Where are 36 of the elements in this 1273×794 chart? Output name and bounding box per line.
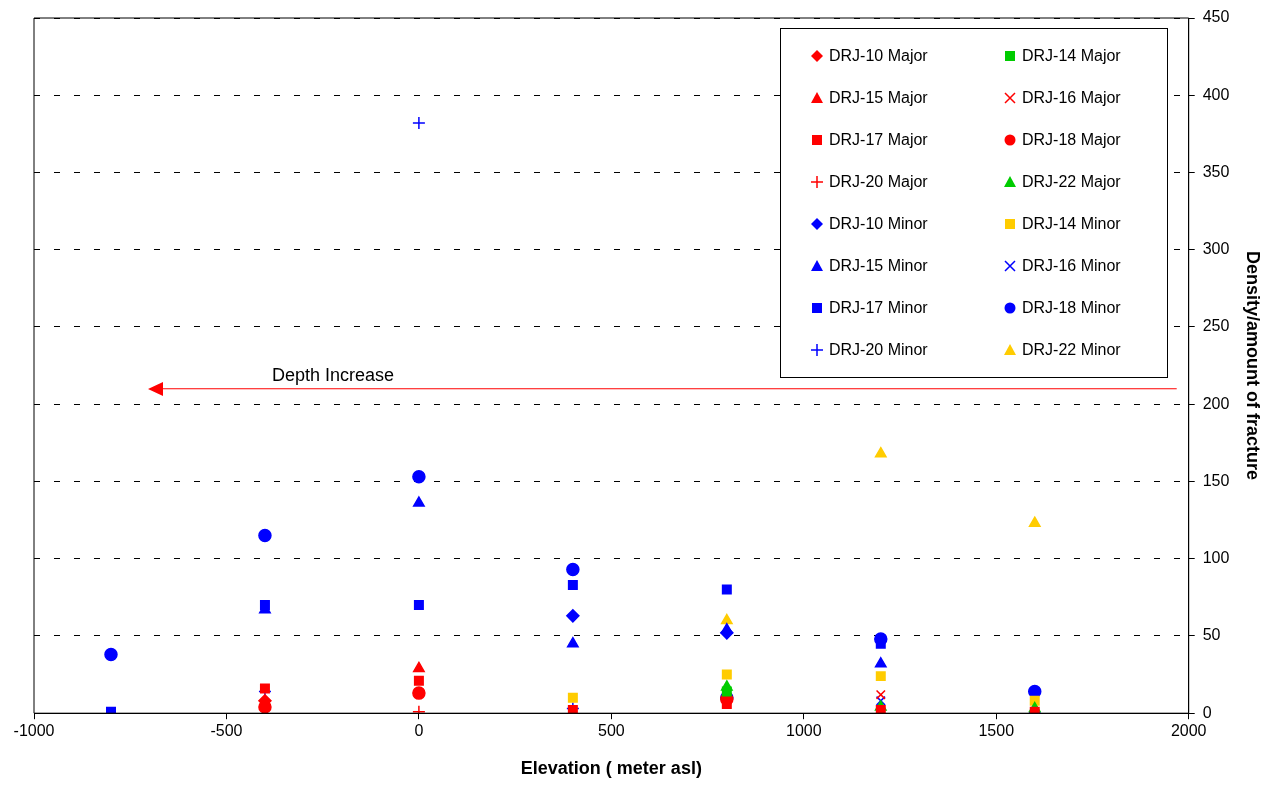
ref-line-label: Depth Increase	[272, 364, 395, 385]
legend-label: DRJ-16 Minor	[1022, 257, 1121, 275]
y-tick-label: 350	[1202, 162, 1230, 180]
x-tick-label: -500	[210, 722, 243, 740]
legend-label: DRJ-20 Major	[829, 173, 928, 191]
legend-label: DRJ-20 Minor	[829, 341, 928, 359]
legend-label: DRJ-22 Major	[1022, 173, 1121, 191]
x-tick-label: 1000	[786, 722, 822, 740]
y-tick-label: 450	[1202, 8, 1230, 26]
legend-label: DRJ-22 Minor	[1022, 341, 1121, 359]
x-tick-label: -1000	[13, 722, 55, 740]
y-tick-label: 150	[1202, 471, 1230, 489]
legend-label: DRJ-15 Minor	[829, 257, 928, 275]
legend-label: DRJ-14 Major	[1022, 47, 1121, 65]
legend-label: DRJ-18 Major	[1022, 131, 1121, 149]
y-tick-label: 100	[1202, 549, 1230, 567]
x-tick-label: 0	[414, 722, 424, 740]
y-tick-label: 0	[1202, 703, 1212, 721]
y-axis-title: Density/amount of fracture	[1243, 251, 1264, 481]
y-tick-label: 200	[1202, 394, 1230, 412]
legend-label: DRJ-18 Minor	[1022, 299, 1121, 317]
legend-label: DRJ-14 Minor	[1022, 215, 1121, 233]
y-tick-label: 300	[1202, 240, 1230, 258]
legend-label: DRJ-17 Minor	[829, 299, 928, 317]
legend-label: DRJ-15 Major	[829, 89, 928, 107]
y-tick-label: 250	[1202, 317, 1230, 335]
y-tick-label: 400	[1202, 85, 1230, 103]
legend-label: DRJ-17 Major	[829, 131, 928, 149]
legend-label: DRJ-10 Major	[829, 47, 928, 65]
x-axis-title: Elevation ( meter asl)	[520, 758, 702, 779]
y-tick-label: 50	[1202, 626, 1221, 644]
legend-label: DRJ-10 Minor	[829, 215, 928, 233]
x-tick-label: 2000	[1170, 722, 1207, 740]
x-tick-label: 1500	[978, 722, 1015, 740]
legend-label: DRJ-16 Major	[1022, 89, 1121, 107]
x-tick-label: 500	[598, 722, 625, 740]
